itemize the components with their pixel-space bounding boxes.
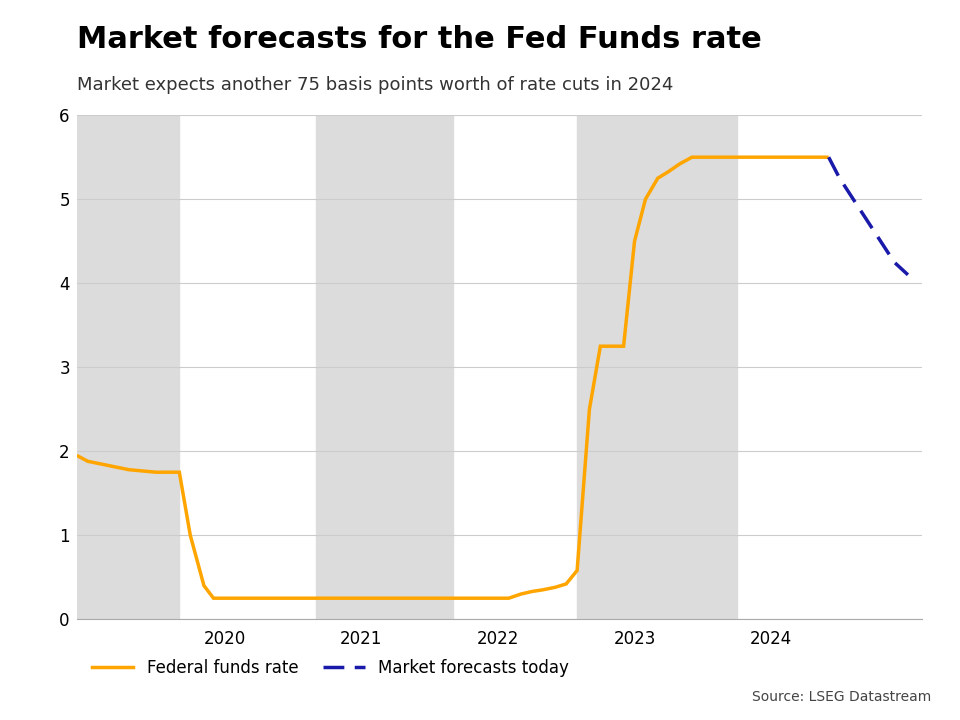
Text: Market expects another 75 basis points worth of rate cuts in 2024: Market expects another 75 basis points w… bbox=[77, 76, 673, 94]
Bar bbox=[77, 115, 180, 619]
Text: Market forecasts for the Fed Funds rate: Market forecasts for the Fed Funds rate bbox=[77, 25, 761, 54]
Bar bbox=[316, 115, 453, 619]
Text: Source: LSEG Datastream: Source: LSEG Datastream bbox=[752, 690, 931, 704]
Bar bbox=[577, 115, 737, 619]
Legend: Federal funds rate, Market forecasts today: Federal funds rate, Market forecasts tod… bbox=[85, 652, 576, 684]
